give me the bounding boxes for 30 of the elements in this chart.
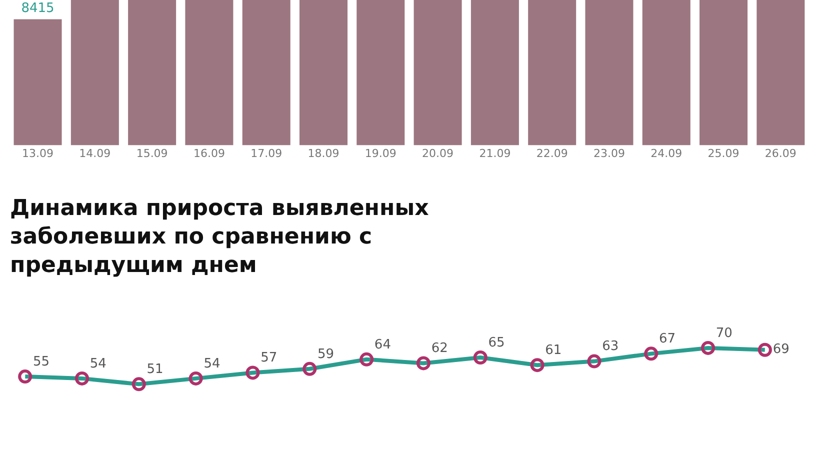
- data-label: 57: [260, 350, 278, 366]
- x-tick-label: 20.09: [422, 147, 454, 160]
- x-tick-label: 14.09: [79, 147, 111, 160]
- x-tick-label: 15.09: [136, 147, 168, 160]
- x-tick-label: 19.09: [364, 147, 396, 160]
- x-tick-label: 24.09: [650, 147, 682, 160]
- data-label: 54: [204, 356, 220, 372]
- x-tick-label: 26.09: [764, 147, 796, 160]
- x-tick-label: 25.09: [708, 147, 740, 160]
- x-tick-label: 21.09: [479, 147, 511, 160]
- x-tick-label: 16.09: [193, 147, 225, 160]
- data-label: 8415: [21, 1, 54, 16]
- x-tick-label: 23.09: [593, 147, 625, 160]
- data-label: 64: [374, 337, 391, 352]
- data-label: 70: [716, 326, 732, 341]
- chart-title: Динамика прироста выявленных заболевших по сравнению с предыдущим днем: [10, 196, 429, 278]
- data-label: 59: [318, 346, 334, 362]
- data-label: 63: [602, 339, 619, 354]
- x-tick-label: 17.09: [250, 147, 282, 160]
- data-label: 65: [488, 335, 505, 350]
- x-tick-label: 22.09: [536, 147, 568, 160]
- data-label: 51: [146, 362, 164, 378]
- data-label: 54: [90, 356, 106, 372]
- data-label: 69: [772, 342, 790, 358]
- data-label: 61: [545, 342, 562, 358]
- x-tick-label: 13.09: [22, 147, 54, 160]
- data-label: 67: [658, 332, 676, 347]
- data-label: 62: [431, 341, 448, 356]
- x-tick-label: 18.09: [308, 147, 340, 160]
- data-label: 55: [32, 354, 50, 370]
